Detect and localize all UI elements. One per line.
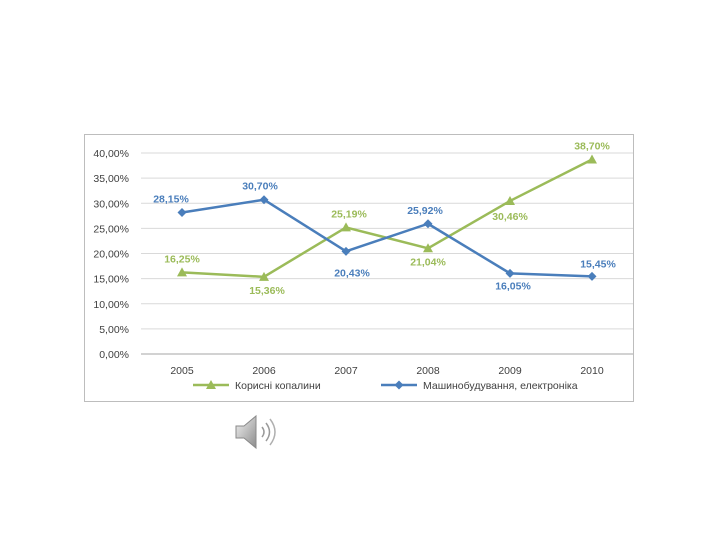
- data-point-marker: [341, 222, 351, 232]
- data-point-marker: [259, 195, 269, 205]
- y-tick-label: 30,00%: [93, 198, 129, 210]
- line-chart: 0,00% 5,00% 10,00% 15,00% 20,00% 25,00% 30,00%…: [93, 141, 633, 392]
- data-point-marker: [587, 154, 597, 164]
- data-label: 30,46%: [492, 211, 528, 223]
- y-tick-label: 10,00%: [93, 299, 129, 311]
- data-label: 38,70%: [574, 141, 610, 153]
- data-point-marker: [341, 246, 351, 256]
- data-label: 15,45%: [580, 258, 616, 270]
- y-tick-label: 5,00%: [99, 324, 129, 336]
- x-tick-label: 2007: [334, 365, 358, 377]
- data-point-marker: [423, 219, 433, 229]
- x-tick-label: 2010: [580, 365, 604, 377]
- data-label: 16,25%: [164, 253, 200, 265]
- data-label: 21,04%: [410, 256, 446, 268]
- data-point-marker: [177, 267, 187, 277]
- speaker-icon[interactable]: [232, 412, 280, 452]
- data-label: 25,19%: [331, 208, 367, 220]
- data-label: 20,43%: [334, 267, 370, 279]
- chart-area: 0,00% 5,00% 10,00% 15,00% 20,00% 25,00% 30,00%…: [84, 134, 634, 402]
- x-tick-label: 2009: [498, 365, 522, 377]
- x-tick-label: 2008: [416, 365, 440, 377]
- legend-label: Корисні копалини: [235, 380, 321, 392]
- y-tick-label: 0,00%: [99, 349, 129, 361]
- data-point-marker: [177, 208, 187, 218]
- data-label: 25,92%: [407, 205, 443, 217]
- legend-marker: [206, 380, 216, 389]
- y-tick-label: 25,00%: [93, 223, 129, 235]
- series-line: [181, 198, 593, 278]
- data-label: 30,70%: [242, 181, 278, 193]
- data-label: 15,36%: [249, 285, 285, 297]
- data-point-marker: [587, 271, 597, 281]
- y-tick-label: 20,00%: [93, 249, 129, 261]
- y-tick-label: 35,00%: [93, 173, 129, 185]
- x-tick-label: 2006: [252, 365, 276, 377]
- data-point-marker: [423, 243, 433, 253]
- data-label: 28,15%: [153, 194, 189, 206]
- series-line: [181, 158, 593, 279]
- legend-marker: [394, 380, 404, 390]
- x-tick-label: 2005: [170, 365, 194, 377]
- data-label: 16,05%: [495, 280, 531, 292]
- data-point-marker: [505, 195, 515, 205]
- data-point-marker: [505, 268, 515, 278]
- legend-label: Машинобудування, електроніка: [423, 380, 578, 392]
- y-tick-label: 40,00%: [93, 148, 129, 160]
- y-tick-label: 15,00%: [93, 274, 129, 286]
- data-point-marker: [259, 271, 269, 281]
